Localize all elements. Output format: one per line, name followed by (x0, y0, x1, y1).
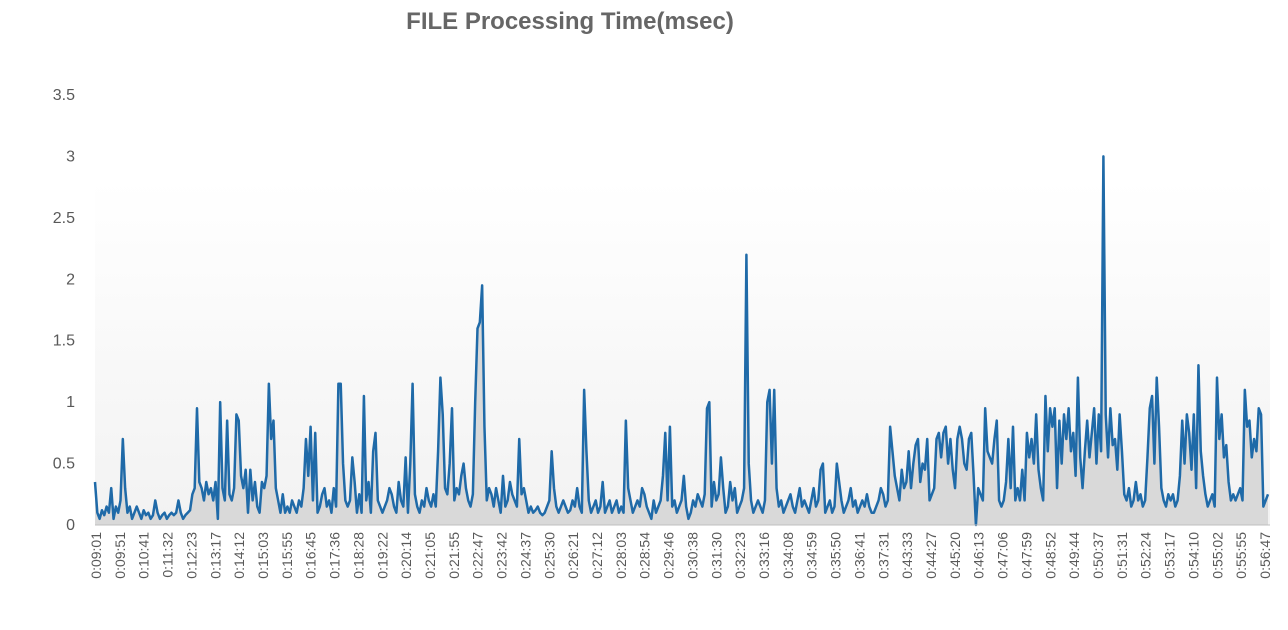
x-tick-label: 0:33:16 (756, 532, 772, 579)
x-tick-label: 0:55:55 (1233, 532, 1249, 579)
x-tick-label: 0:34:59 (804, 532, 820, 579)
y-axis-ticks: 0 0.5 1 1.5 2 2.5 3 3.5 (53, 87, 75, 534)
y-tick-label: 3 (66, 148, 75, 165)
x-tick-label: 0:44:27 (923, 532, 939, 579)
x-axis-ticks: 0:09:01 0:09:51 0:10:41 0:11:32 0:12:23 0:13:… (88, 532, 1273, 579)
x-tick-label: 0:13:17 (207, 532, 223, 579)
x-tick-label: 0:14:12 (231, 532, 247, 579)
x-tick-label: 0:50:37 (1090, 532, 1106, 579)
x-tick-label: 0:21:55 (446, 532, 462, 579)
x-tick-label: 0:32:23 (732, 532, 748, 579)
y-tick-label: 0.5 (53, 456, 75, 473)
y-tick-label: 1 (66, 394, 75, 411)
x-tick-label: 0:24:37 (517, 532, 533, 579)
x-tick-label: 0:10:41 (136, 532, 152, 579)
y-tick-label: 2 (66, 271, 75, 288)
x-tick-label: 0:11:32 (160, 532, 176, 578)
x-tick-label: 0:48:52 (1042, 532, 1058, 579)
x-tick-label: 0:18:28 (350, 532, 366, 579)
x-tick-label: 0:35:50 (828, 532, 844, 579)
x-tick-label: 0:12:23 (183, 532, 199, 579)
x-tick-label: 0:25:30 (541, 532, 557, 579)
y-tick-label: 1.5 (53, 333, 75, 350)
x-tick-label: 0:16:45 (303, 532, 319, 579)
x-tick-label: 0:20:14 (398, 532, 414, 579)
x-tick-label: 0:23:42 (494, 532, 510, 579)
x-tick-label: 0:34:08 (780, 532, 796, 579)
x-tick-label: 0:30:38 (684, 532, 700, 579)
x-tick-label: 0:15:03 (255, 532, 271, 579)
chart-title: FILE Processing Time(msec) (406, 8, 734, 35)
x-tick-label: 0:09:51 (112, 532, 128, 579)
series-line (93, 155, 1270, 527)
x-tick-label: 0:36:41 (851, 532, 867, 579)
x-tick-label: 0:47:06 (995, 532, 1011, 579)
x-tick-label: 0:27:12 (589, 532, 605, 579)
x-tick-label: 0:22:47 (470, 532, 486, 579)
x-tick-label: 0:45:20 (947, 532, 963, 579)
x-tick-label: 0:37:31 (875, 532, 891, 579)
x-tick-label: 0:15:55 (279, 532, 295, 579)
x-tick-label: 0:52:24 (1138, 532, 1154, 579)
y-tick-label: 3.5 (53, 87, 75, 104)
x-tick-label: 0:47:59 (1018, 532, 1034, 579)
x-tick-label: 0:56:47 (1257, 532, 1273, 579)
x-tick-label: 0:46:13 (971, 532, 987, 579)
x-tick-label: 0:26:21 (565, 532, 581, 579)
x-tick-label: 0:49:44 (1066, 532, 1082, 579)
series-area-fill (95, 156, 1268, 525)
x-tick-label: 0:28:03 (613, 532, 629, 579)
x-tick-label: 0:55:02 (1209, 532, 1225, 579)
y-tick-label: 2.5 (53, 210, 75, 227)
x-tick-label: 0:09:01 (88, 532, 104, 579)
x-tick-label: 0:29:46 (661, 532, 677, 579)
x-tick-label: 0:19:22 (374, 532, 390, 579)
x-tick-label: 0:17:36 (327, 532, 343, 579)
x-tick-label: 0:31:30 (708, 532, 724, 579)
y-tick-label: 0 (66, 517, 75, 534)
x-tick-label: 0:54:10 (1185, 532, 1201, 579)
x-tick-label: 0:21:05 (422, 532, 438, 579)
x-tick-label: 0:28:54 (637, 532, 653, 579)
x-tick-label: 0:51:31 (1114, 532, 1130, 579)
x-tick-label: 0:53:17 (1162, 532, 1178, 579)
x-tick-label: 0:43:33 (899, 532, 915, 579)
